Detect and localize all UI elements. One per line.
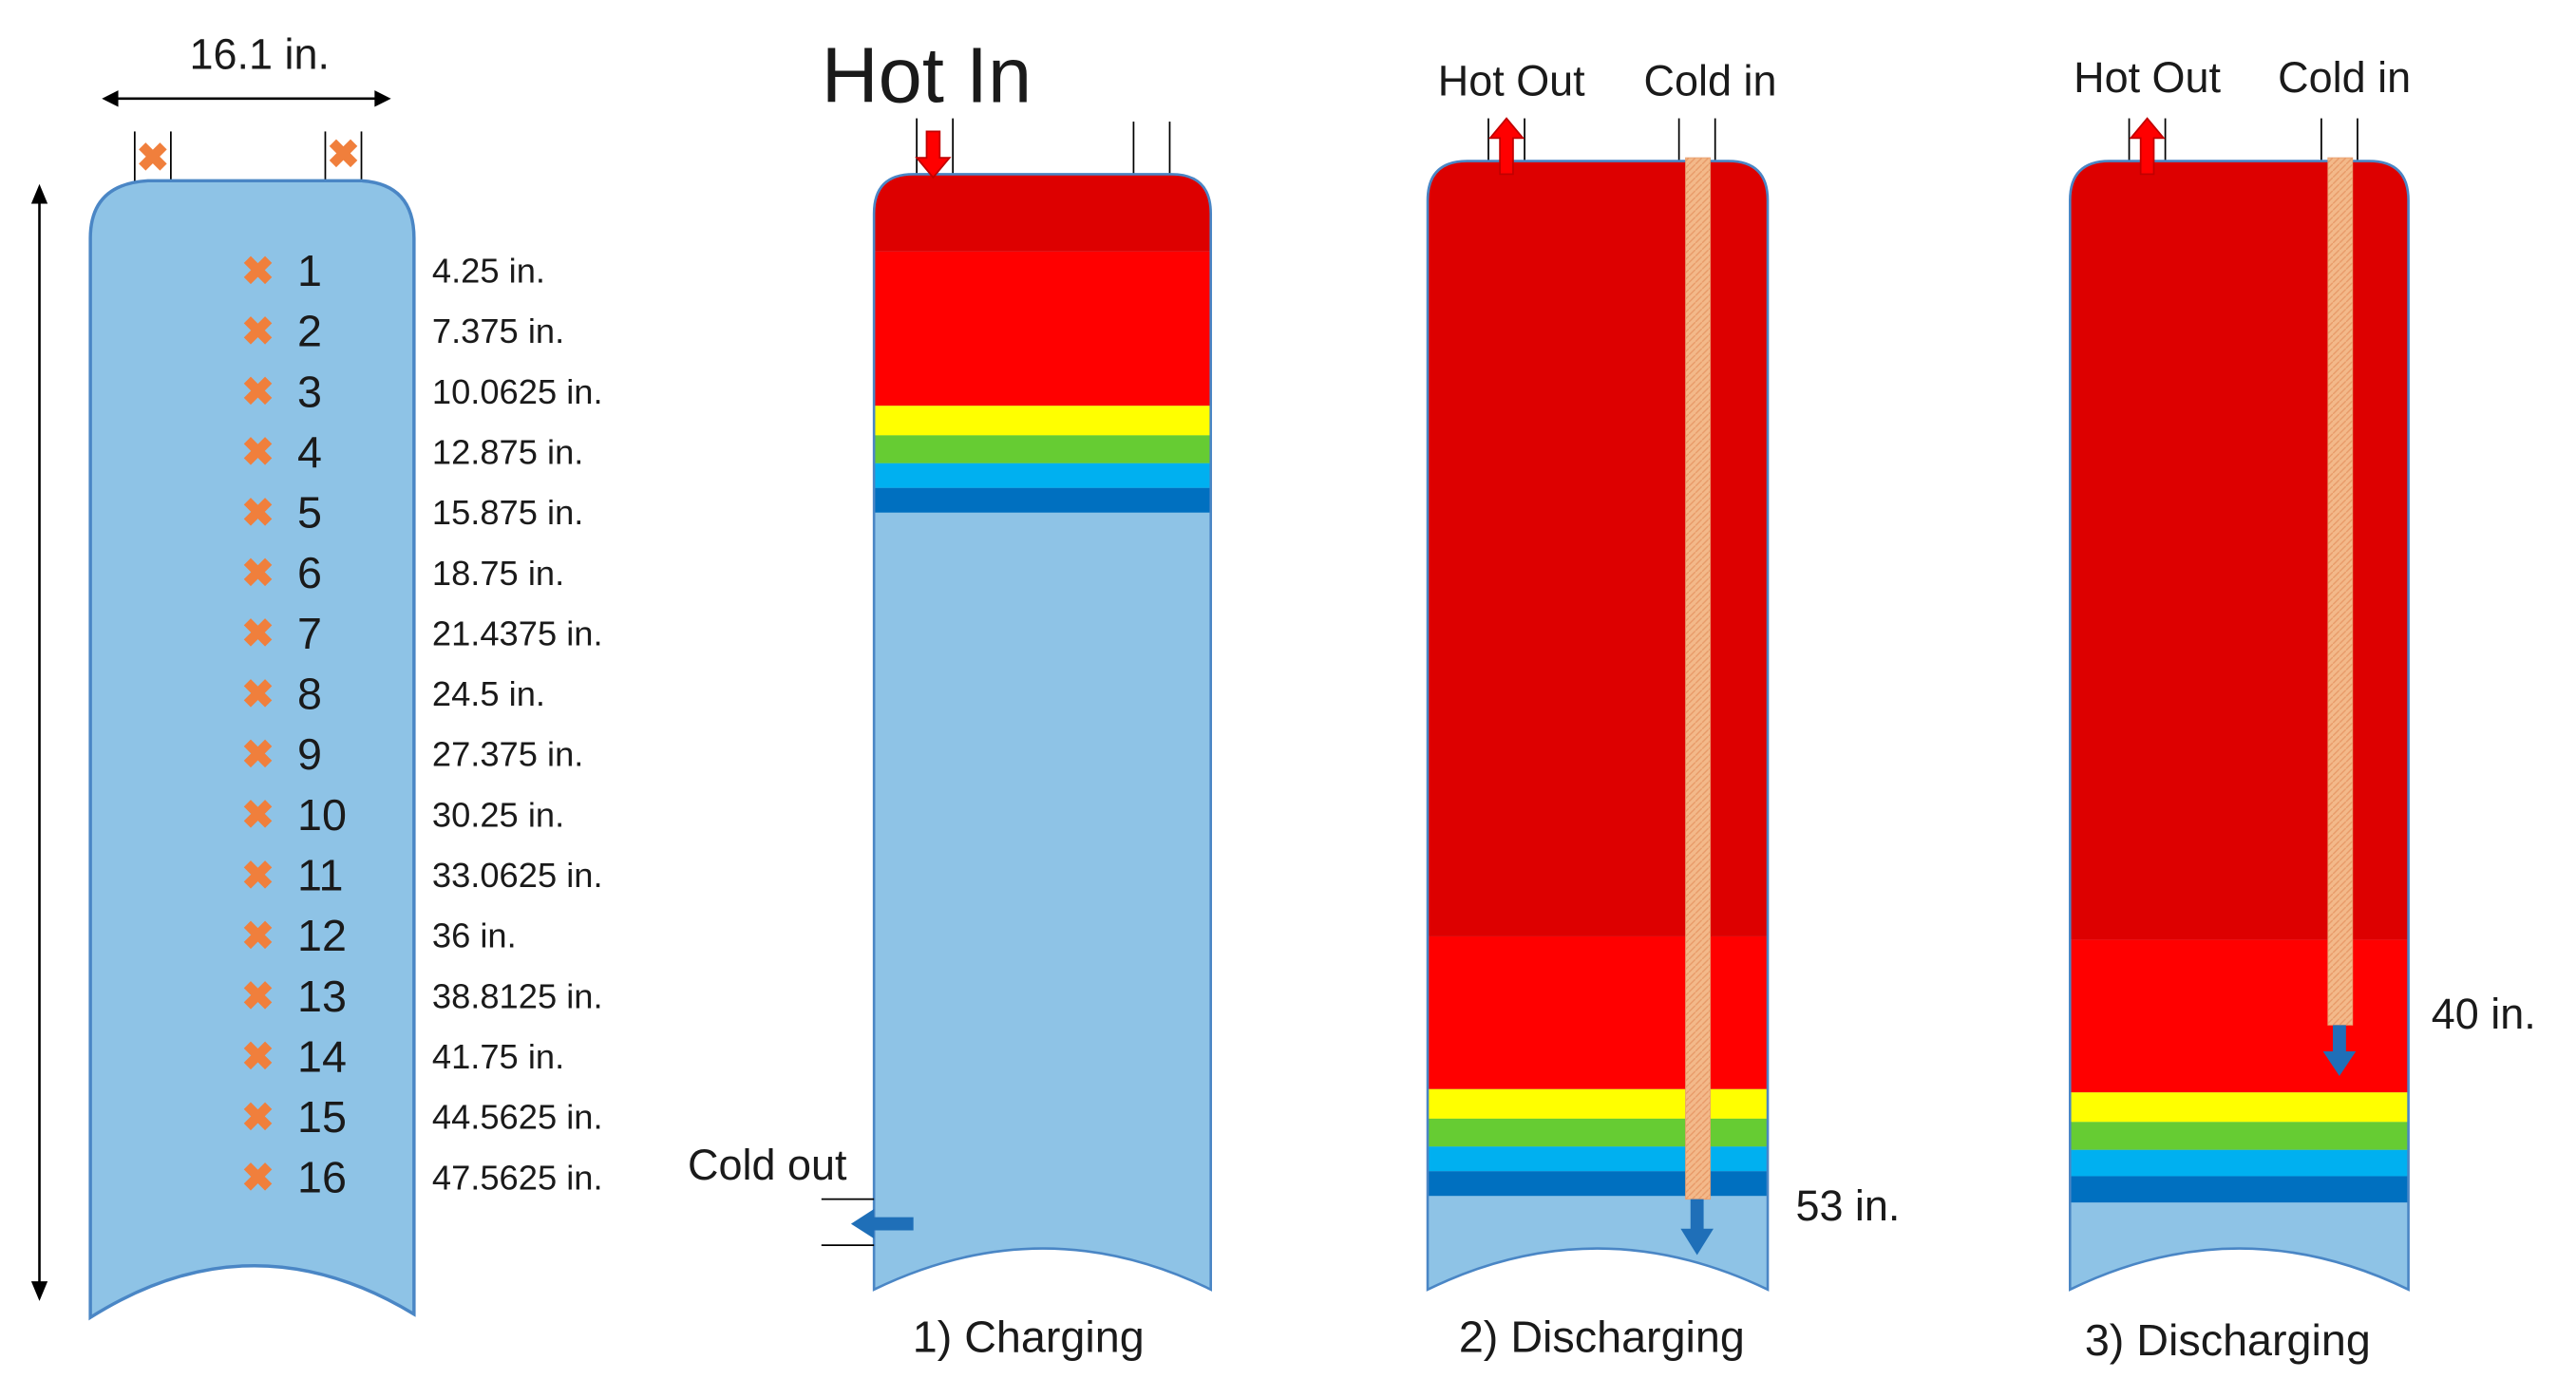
charging-panel: Hot In Cold out 1) Charging [688,30,1213,1362]
sensor-row: ✖ 9 27.375 in. [241,729,583,779]
tank-outline [872,173,1213,1292]
sensor-marker-icon: ✖ [241,1034,275,1079]
sensor-row: ✖ 3 10.0625 in. [241,367,602,416]
discharging-panel-2: Hot Out Cold in 40 in. 3) Discharging [2068,53,2536,1365]
sensor-row: ✖ 14 41.75 in. [241,1031,564,1081]
top-port-sensor-icon: ✖ [327,131,360,176]
sensor-depth-label: 10.0625 in. [432,372,603,411]
sensor-depth-label: 30.25 in. [432,795,564,834]
sensor-number: 3 [297,367,322,416]
sensor-row: ✖ 7 21.4375 in. [241,609,602,658]
hot-out-label: Hot Out [1438,56,1585,104]
sensor-depth-label: 7.375 in. [432,312,564,350]
sensor-marker-icon: ✖ [241,1155,275,1200]
sensor-row: ✖ 13 38.8125 in. [241,972,602,1021]
sensor-marker-icon: ✖ [241,973,275,1018]
sensor-depth-label: 21.4375 in. [432,614,603,652]
sensor-number: 1 [297,246,322,295]
discharging-2-caption: 3) Discharging [2085,1315,2371,1365]
sensor-depth-label: 33.0625 in. [432,856,603,895]
top-port-sensor-icon: ✖ [136,135,169,179]
sensor-depth-label: 38.8125 in. [432,976,603,1015]
sensor-row: ✖ 11 33.0625 in. [241,850,602,899]
charging-caption: 1) Charging [913,1313,1145,1362]
cold-out-arrow-icon [850,1209,914,1239]
hot-out-label: Hot Out [2074,53,2221,102]
cold-in-dip-tube [2327,157,2354,1026]
sensor-marker-icon: ✖ [241,611,275,655]
cold-in-dip-tube [1685,157,1711,1200]
hot-out-arrow-icon [1487,117,1525,176]
sensor-number: 4 [297,427,322,477]
height-dimension-arrow [30,183,48,1301]
sensor-number: 2 [297,307,322,356]
sensor-number: 12 [297,911,347,960]
cold-in-outflow-arrow-icon [2322,1025,2357,1076]
sensor-number: 11 [297,850,343,899]
sensor-marker-icon: ✖ [241,429,275,474]
sensor-marker-icon: ✖ [241,853,275,897]
sensor-depth-label: 27.375 in. [432,735,584,774]
sensor-depth-label: 24.5 in. [432,674,545,713]
cold-out-label: Cold out [688,1141,847,1189]
sensor-number: 9 [297,729,322,779]
hot-in-arrow-icon [915,130,952,179]
tank-outline [1426,160,1770,1292]
sensor-marker-icon: ✖ [241,551,275,595]
sensor-number: 16 [297,1153,347,1202]
sensor-marker-icon: ✖ [241,248,275,293]
sensor-row: ✖ 12 36 in. [241,911,517,960]
sensor-row: ✖ 6 18.75 in. [241,548,564,597]
tube-depth-label: 40 in. [2432,990,2536,1038]
sensor-marker-icon: ✖ [241,1094,275,1139]
tube-depth-label: 53 in. [1795,1181,1900,1230]
tank-body [88,179,416,1321]
sensor-marker-icon: ✖ [241,913,275,957]
width-label: 16.1 in. [190,30,330,79]
sensor-depth-label: 44.5625 in. [432,1098,603,1137]
sensor-depth-label: 47.5625 in. [432,1158,603,1197]
sensor-number: 5 [297,488,322,538]
sensor-number: 13 [297,972,347,1021]
sensor-marker-icon: ✖ [241,369,275,414]
sensor-list: ✖ 1 4.25 in.✖ 2 7.375 in.✖ 3 10.0625 in.✖ 4 12.8… [241,246,602,1202]
sensor-number: 8 [297,670,322,719]
sensor-row: ✖ 10 30.25 in. [241,790,564,840]
sensor-number: 10 [297,790,347,840]
sensor-row: ✖ 2 7.375 in. [241,307,564,356]
sensor-marker-icon: ✖ [241,731,275,776]
sensor-row: ✖ 16 47.5625 in. [241,1153,602,1202]
sensor-marker-icon: ✖ [241,309,275,353]
sensor-marker-icon: ✖ [241,671,275,716]
discharging-panel-1: Hot Out Cold in 53 in. 2) Discharging [1426,56,1900,1362]
sensor-depth-label: 12.875 in. [432,432,584,471]
sensor-marker-icon: ✖ [241,792,275,837]
sensor-marker-icon: ✖ [241,490,275,535]
sensor-number: 15 [297,1092,347,1142]
sensor-depth-label: 18.75 in. [432,554,564,593]
sensor-row: ✖ 8 24.5 in. [241,670,545,719]
sensor-number: 14 [297,1031,347,1081]
sensor-depth-label: 41.75 in. [432,1037,564,1076]
cold-in-label: Cold in [2278,53,2411,102]
hot-out-arrow-icon [2129,117,2166,176]
cold-in-outflow-arrow-icon [1680,1199,1714,1256]
sensor-number: 6 [297,548,322,597]
sensor-row: ✖ 5 15.875 in. [241,488,583,538]
sensor-row: ✖ 15 44.5625 in. [241,1092,602,1142]
tank-outline [2068,160,2410,1292]
sensor-row: ✖ 4 12.875 in. [241,427,583,477]
width-dimension: 16.1 in. [102,30,391,107]
sensor-depth-label: 4.25 in. [432,252,545,291]
sensor-row: ✖ 1 4.25 in. [241,246,545,295]
sensor-depth-label: 36 in. [432,916,517,955]
hot-in-label: Hot In [822,30,1032,119]
sensor-number: 7 [297,609,322,658]
sensor-layout-panel: 16.1 in. ✖ ✖ ✖ 1 4.25 in.✖ 2 7.375 in.✖ 3 10.0… [30,30,603,1321]
sensor-depth-label: 15.875 in. [432,493,584,532]
cold-in-label: Cold in [1644,56,1777,104]
discharging-1-caption: 2) Discharging [1459,1313,1745,1362]
